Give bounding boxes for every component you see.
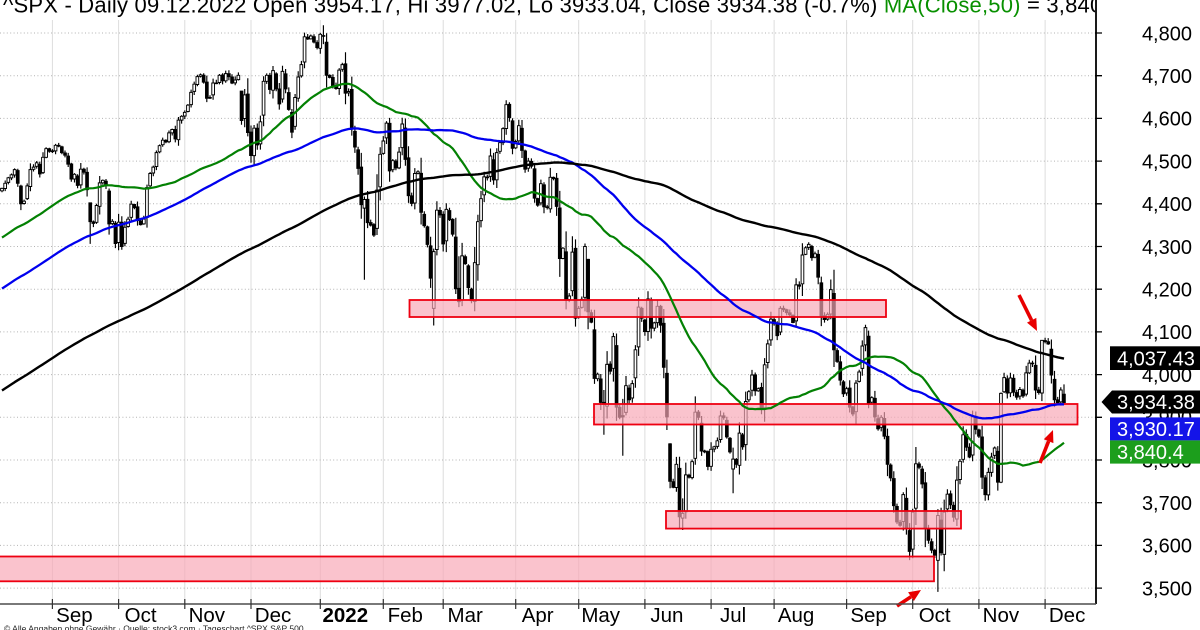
svg-text:Sep: Sep (56, 604, 92, 627)
svg-text:Jul: Jul (720, 604, 746, 627)
svg-text:4,700: 4,700 (1142, 66, 1192, 88)
svg-text:4,500: 4,500 (1142, 151, 1192, 173)
svg-text:4,000: 4,000 (1142, 365, 1192, 387)
svg-text:4,400: 4,400 (1142, 194, 1192, 216)
svg-text:4,600: 4,600 (1142, 109, 1192, 131)
svg-text:Apr: Apr (522, 604, 554, 627)
svg-text:Dec: Dec (1049, 604, 1085, 627)
svg-text:Mar: Mar (448, 604, 483, 627)
svg-text:Sep: Sep (850, 604, 886, 627)
svg-text:Oct: Oct (919, 604, 951, 627)
svg-text:Nov: Nov (983, 604, 1020, 627)
svg-text:^SPX - Daily 09.12.2022 Open 3: ^SPX - Daily 09.12.2022 Open 3954.17, Hi… (3, 0, 1109, 18)
svg-text:2022: 2022 (322, 604, 368, 627)
svg-text:Feb: Feb (388, 604, 423, 627)
svg-text:4,037.43: 4,037.43 (1117, 348, 1195, 370)
svg-text:Nov: Nov (189, 604, 226, 627)
svg-text:Jun: Jun (650, 604, 683, 627)
svg-text:3,500: 3,500 (1142, 578, 1192, 600)
svg-text:May: May (581, 604, 620, 627)
svg-text:3,934.38: 3,934.38 (1117, 392, 1195, 414)
svg-text:3,600: 3,600 (1142, 536, 1192, 558)
svg-text:3,700: 3,700 (1142, 493, 1192, 515)
svg-text:Dec: Dec (255, 604, 291, 627)
svg-text:3,930.17: 3,930.17 (1117, 419, 1195, 441)
svg-text:4,200: 4,200 (1142, 280, 1192, 302)
svg-text:Aug: Aug (778, 604, 814, 627)
svg-text:Oct: Oct (125, 604, 157, 627)
svg-text:4,300: 4,300 (1142, 237, 1192, 259)
svg-text:3,840.4: 3,840.4 (1117, 442, 1184, 464)
svg-text:© Alle Angaben ohne Gewähr · Q: © Alle Angaben ohne Gewähr · Quelle: sto… (4, 624, 304, 630)
svg-text:4,800: 4,800 (1142, 23, 1192, 45)
svg-text:4,100: 4,100 (1142, 322, 1192, 344)
